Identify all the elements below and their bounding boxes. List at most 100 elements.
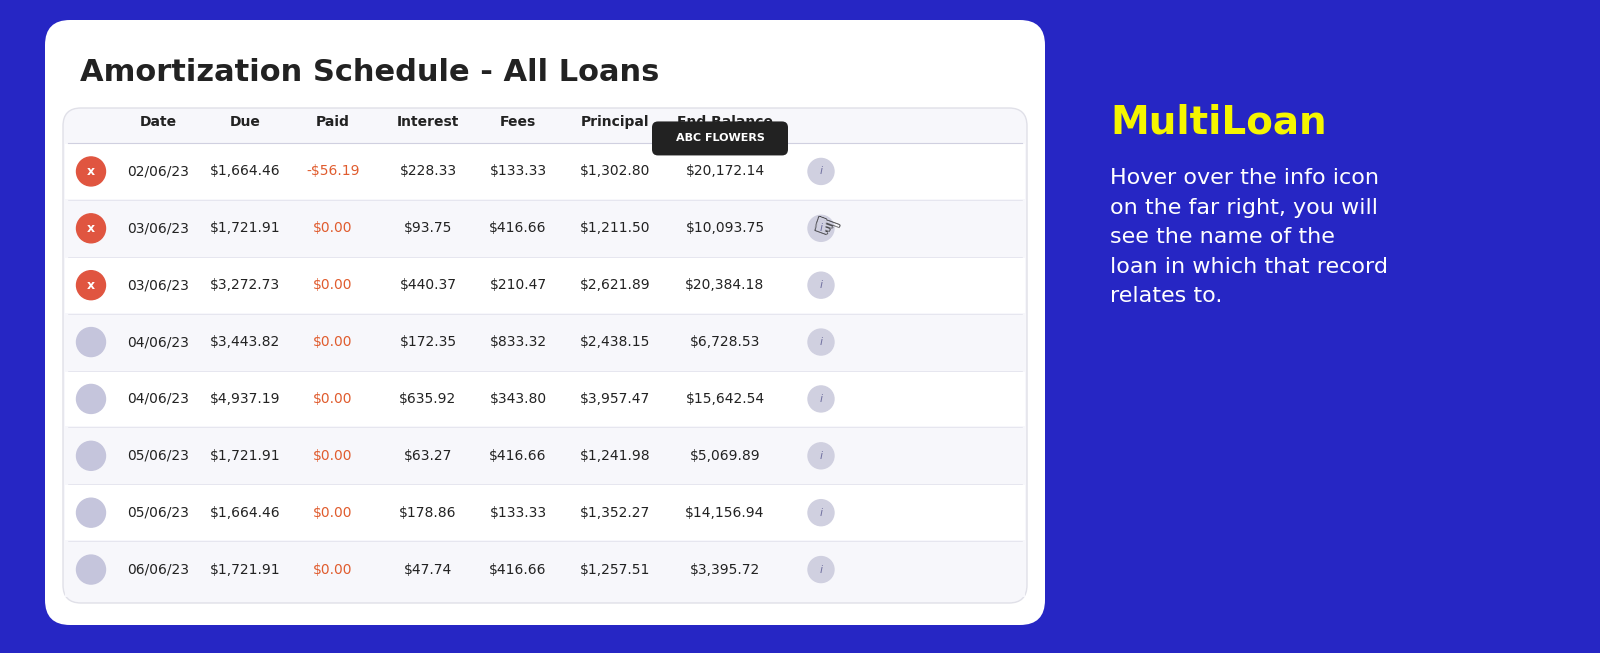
Circle shape — [808, 329, 834, 355]
Bar — [66, 258, 1026, 313]
Text: $635.92: $635.92 — [400, 392, 456, 406]
Text: $1,302.80: $1,302.80 — [579, 165, 650, 178]
Text: 05/06/23: 05/06/23 — [126, 449, 189, 463]
Text: $210.47: $210.47 — [490, 278, 547, 292]
Bar — [66, 144, 1026, 199]
Text: $0.00: $0.00 — [314, 505, 352, 520]
Text: $133.33: $133.33 — [490, 505, 547, 520]
Text: x: x — [86, 165, 94, 178]
Text: $0.00: $0.00 — [314, 449, 352, 463]
Text: ☞: ☞ — [805, 209, 845, 250]
Text: i: i — [819, 565, 822, 575]
Circle shape — [808, 556, 834, 582]
Text: Principal: Principal — [581, 115, 650, 129]
Text: x: x — [86, 279, 94, 292]
Text: $1,211.50: $1,211.50 — [579, 221, 650, 235]
Text: 04/06/23: 04/06/23 — [126, 335, 189, 349]
Text: $10,093.75: $10,093.75 — [685, 221, 765, 235]
Text: $1,664.46: $1,664.46 — [210, 505, 280, 520]
Text: Hover over the info icon
on the far right, you will
see the name of the
loan in : Hover over the info icon on the far righ… — [1110, 168, 1389, 306]
Circle shape — [808, 386, 834, 412]
Text: $0.00: $0.00 — [314, 392, 352, 406]
Text: $4,937.19: $4,937.19 — [210, 392, 280, 406]
Text: $3,395.72: $3,395.72 — [690, 563, 760, 577]
Text: MultiLoan: MultiLoan — [1110, 103, 1326, 141]
Text: $6,728.53: $6,728.53 — [690, 335, 760, 349]
Text: 06/06/23: 06/06/23 — [126, 563, 189, 577]
Text: $15,642.54: $15,642.54 — [685, 392, 765, 406]
Bar — [66, 428, 1026, 483]
Text: $343.80: $343.80 — [490, 392, 547, 406]
Circle shape — [77, 385, 106, 413]
Text: $1,241.98: $1,241.98 — [579, 449, 650, 463]
Text: $3,272.73: $3,272.73 — [210, 278, 280, 292]
Text: $172.35: $172.35 — [400, 335, 456, 349]
Text: $0.00: $0.00 — [314, 335, 352, 349]
Circle shape — [77, 555, 106, 584]
Text: $1,721.91: $1,721.91 — [210, 221, 280, 235]
Text: i: i — [819, 507, 822, 518]
Text: $63.27: $63.27 — [403, 449, 453, 463]
Text: i: i — [819, 167, 822, 176]
Circle shape — [808, 159, 834, 184]
Text: i: i — [819, 394, 822, 404]
Text: $228.33: $228.33 — [400, 165, 456, 178]
Circle shape — [77, 498, 106, 527]
Circle shape — [77, 441, 106, 470]
Text: $0.00: $0.00 — [314, 563, 352, 577]
Text: $133.33: $133.33 — [490, 165, 547, 178]
Text: $3,443.82: $3,443.82 — [210, 335, 280, 349]
Text: $3,957.47: $3,957.47 — [579, 392, 650, 406]
Text: $5,069.89: $5,069.89 — [690, 449, 760, 463]
Text: $416.66: $416.66 — [490, 449, 547, 463]
Text: $47.74: $47.74 — [403, 563, 453, 577]
Text: i: i — [819, 223, 822, 233]
Text: $20,172.14: $20,172.14 — [685, 165, 765, 178]
Text: 02/06/23: 02/06/23 — [126, 165, 189, 178]
Text: $1,352.27: $1,352.27 — [579, 505, 650, 520]
Circle shape — [77, 271, 106, 300]
Text: $833.32: $833.32 — [490, 335, 547, 349]
Bar — [66, 372, 1026, 426]
Text: $416.66: $416.66 — [490, 221, 547, 235]
Circle shape — [77, 214, 106, 243]
Circle shape — [808, 215, 834, 242]
Text: End Balance: End Balance — [677, 115, 773, 129]
Text: $2,438.15: $2,438.15 — [579, 335, 650, 349]
Text: ABC FLOWERS: ABC FLOWERS — [675, 133, 765, 144]
Text: i: i — [819, 451, 822, 461]
Text: Interest: Interest — [397, 115, 459, 129]
Bar — [66, 485, 1026, 540]
Text: $1,721.91: $1,721.91 — [210, 563, 280, 577]
Text: 05/06/23: 05/06/23 — [126, 505, 189, 520]
Text: Fees: Fees — [499, 115, 536, 129]
Text: $14,156.94: $14,156.94 — [685, 505, 765, 520]
Text: $20,384.18: $20,384.18 — [685, 278, 765, 292]
Circle shape — [77, 328, 106, 357]
FancyBboxPatch shape — [653, 121, 787, 155]
Text: $93.75: $93.75 — [403, 221, 453, 235]
FancyBboxPatch shape — [62, 108, 1027, 603]
Circle shape — [77, 157, 106, 186]
Text: $2,621.89: $2,621.89 — [579, 278, 650, 292]
Text: $416.66: $416.66 — [490, 563, 547, 577]
Circle shape — [808, 500, 834, 526]
Bar — [66, 542, 1026, 597]
Text: -$56.19: -$56.19 — [306, 165, 360, 178]
Text: $0.00: $0.00 — [314, 278, 352, 292]
Text: 03/06/23: 03/06/23 — [126, 221, 189, 235]
Text: $178.86: $178.86 — [400, 505, 456, 520]
Text: i: i — [819, 337, 822, 347]
Text: 04/06/23: 04/06/23 — [126, 392, 189, 406]
Text: i: i — [819, 280, 822, 290]
Text: Amortization Schedule - All Loans: Amortization Schedule - All Loans — [80, 58, 659, 87]
Text: $440.37: $440.37 — [400, 278, 456, 292]
Text: $1,664.46: $1,664.46 — [210, 165, 280, 178]
Circle shape — [808, 443, 834, 469]
Bar — [66, 201, 1026, 256]
FancyBboxPatch shape — [45, 20, 1045, 625]
Text: $0.00: $0.00 — [314, 221, 352, 235]
Text: $1,721.91: $1,721.91 — [210, 449, 280, 463]
Text: Paid: Paid — [317, 115, 350, 129]
Text: $1,257.51: $1,257.51 — [579, 563, 650, 577]
